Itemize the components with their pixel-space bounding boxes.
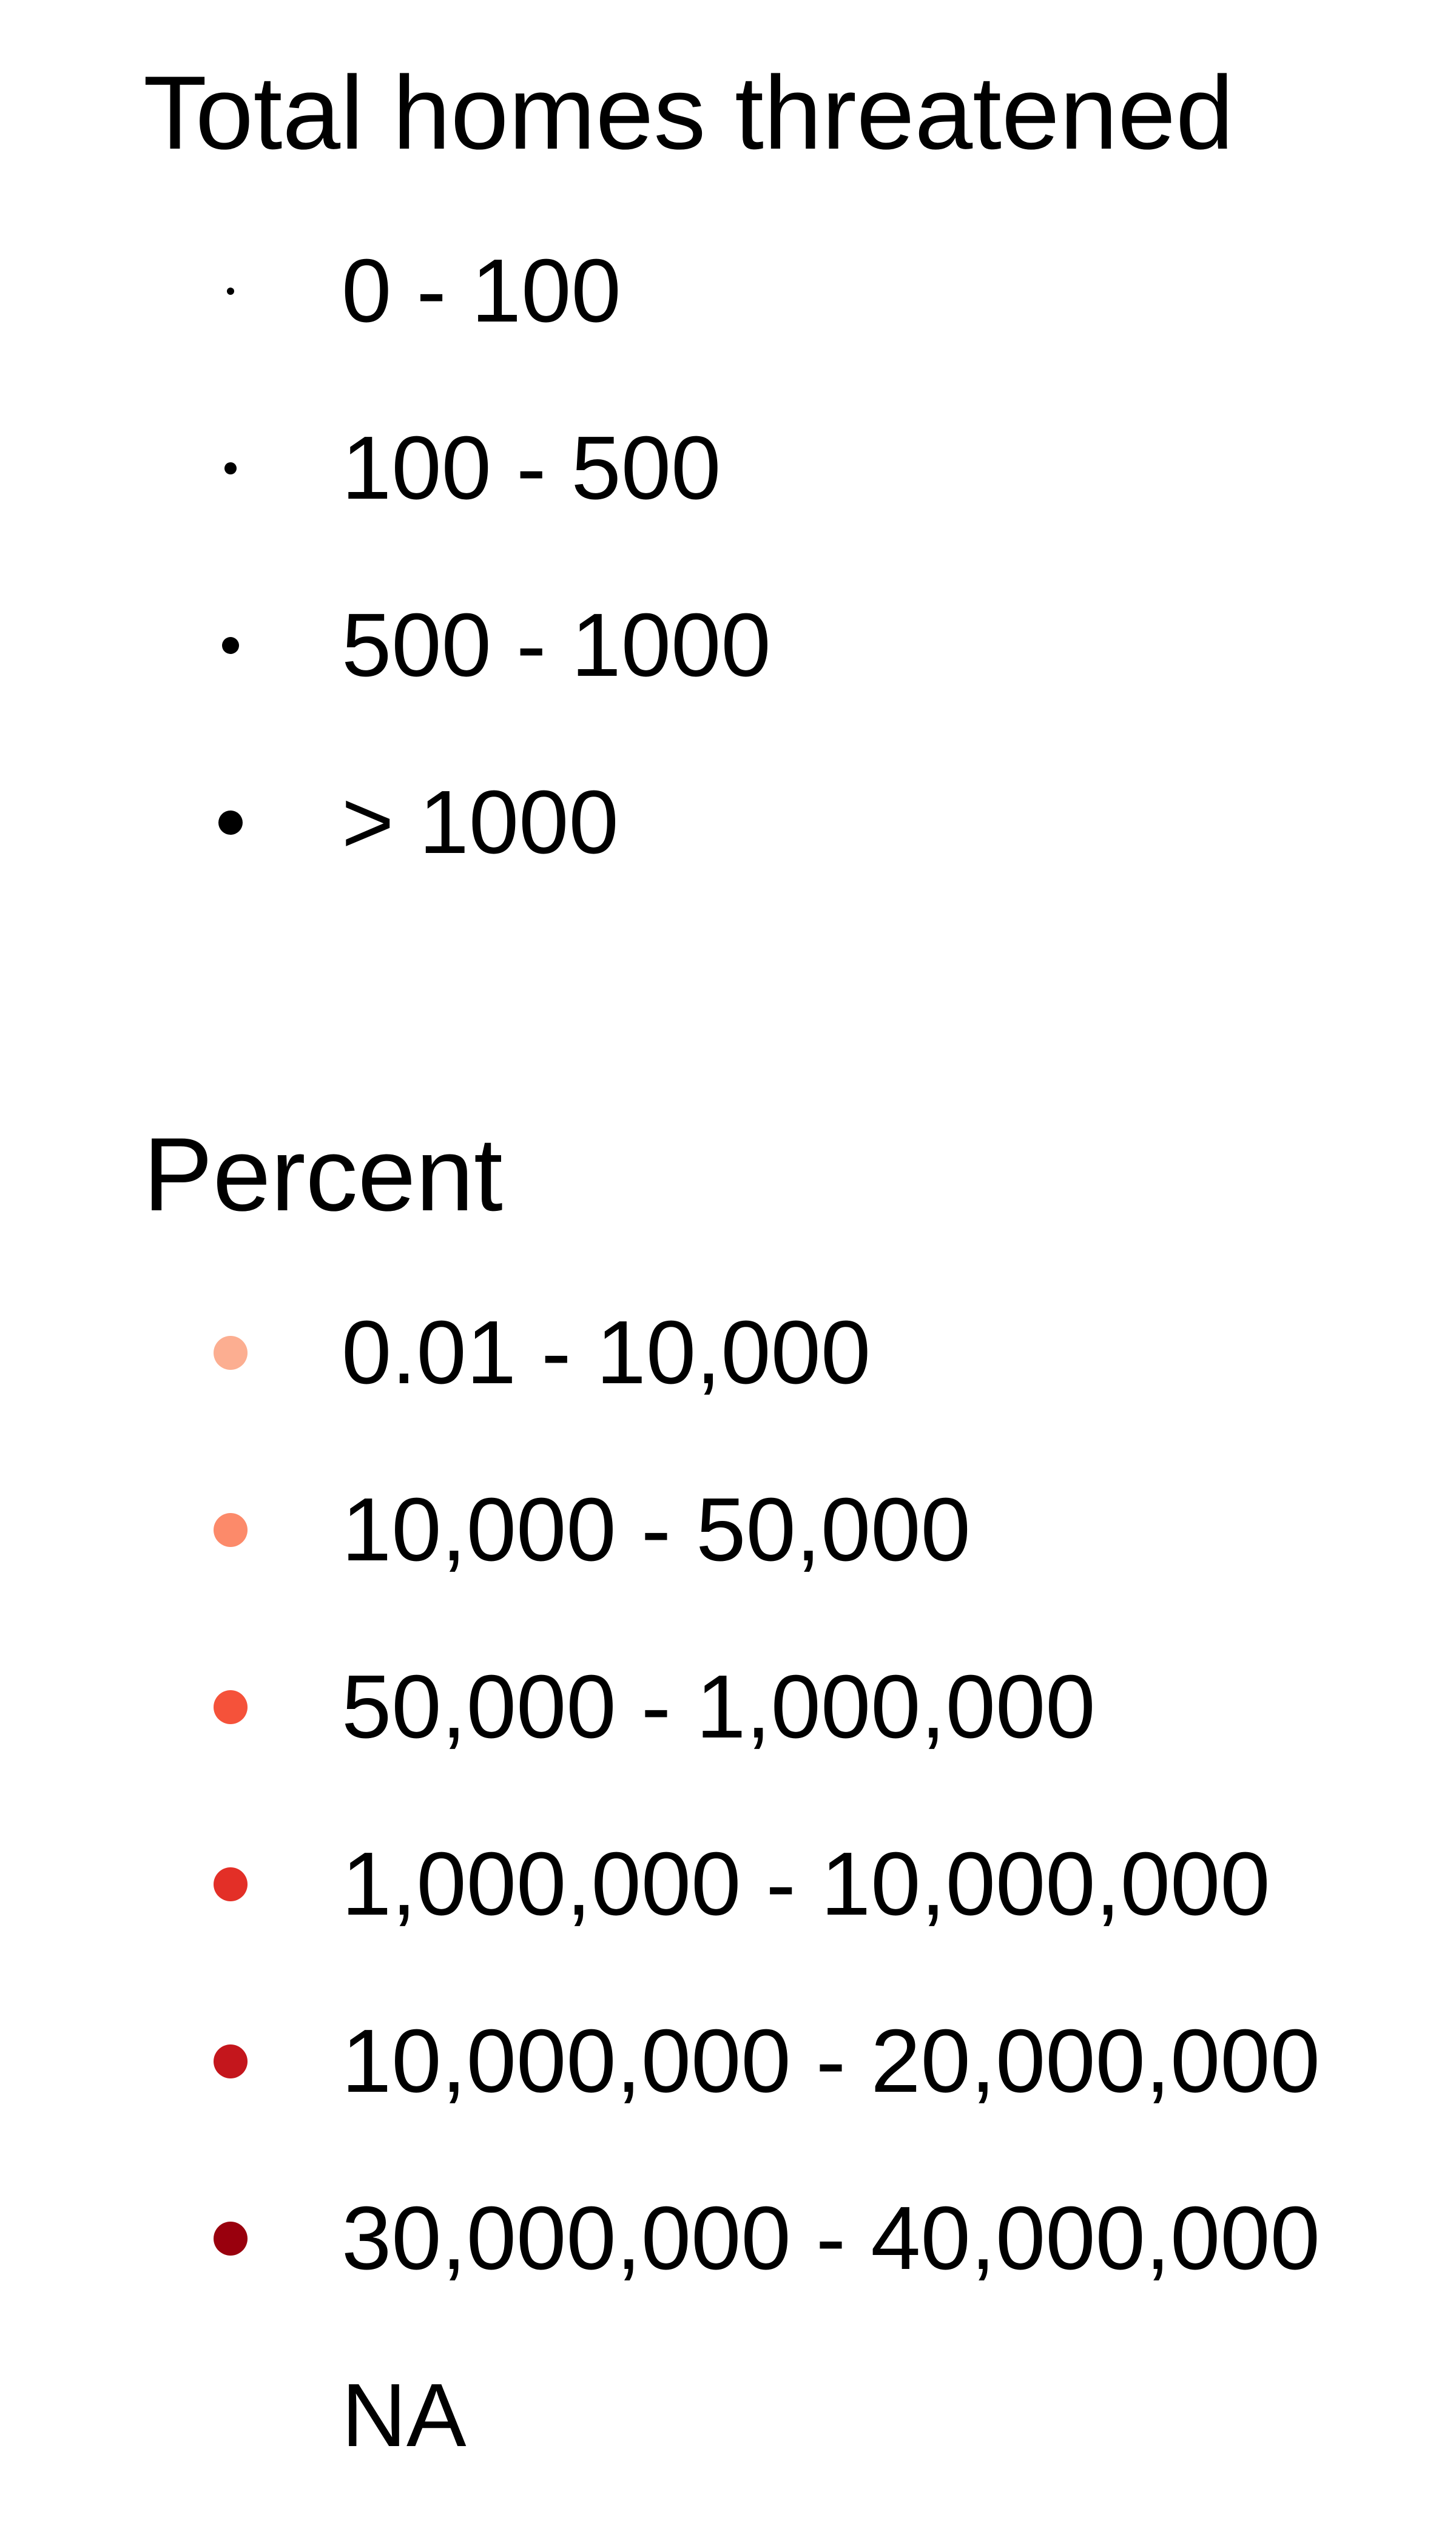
legend-dot <box>214 2044 248 2078</box>
legend-dot <box>222 637 239 654</box>
size-legend-title: Total homes threatened <box>143 55 1234 171</box>
legend-entry: 50,000 - 1,000,000 <box>0 1062 1456 1752</box>
legend-label: 0 - 100 <box>342 241 621 341</box>
legend-entry: > 1000 <box>0 0 1456 868</box>
legend-label: 0.01 - 10,000 <box>342 1303 871 1403</box>
color-legend-title: Percent <box>143 1116 503 1233</box>
legend-label: 10,000,000 - 20,000,000 <box>342 2011 1320 2111</box>
legend-dot <box>214 1513 248 1547</box>
legend-dot <box>214 1336 248 1370</box>
legend-label: 1,000,000 - 10,000,000 <box>342 1834 1270 1934</box>
legend-label: 500 - 1000 <box>342 595 771 695</box>
legend-label: 10,000 - 50,000 <box>342 1480 971 1580</box>
legend-entry: 500 - 1000 <box>0 0 1456 690</box>
legend-entry: 30,000,000 - 40,000,000 <box>0 1062 1456 2283</box>
legend-label: 100 - 500 <box>342 418 721 518</box>
legend-dot <box>214 1690 248 1724</box>
legend-dot <box>224 462 237 474</box>
legend-dot <box>227 288 234 295</box>
legend-dot <box>218 811 243 835</box>
legend-label: > 1000 <box>342 772 619 872</box>
legend-entry: NA <box>0 1062 1456 2461</box>
legend-entry: 0 - 100 <box>0 0 1456 336</box>
legend-entry: 1,000,000 - 10,000,000 <box>0 1062 1456 1929</box>
legend-entry: 10,000,000 - 20,000,000 <box>0 1062 1456 2106</box>
legend-dot <box>214 1867 248 1901</box>
legend-label: 30,000,000 - 40,000,000 <box>342 2188 1320 2288</box>
legend-entry: 10,000 - 50,000 <box>0 1062 1456 1575</box>
legend-label: NA <box>342 2365 467 2465</box>
legend-dot <box>214 2222 248 2256</box>
legend-entry: 0.01 - 10,000 <box>0 1062 1456 1398</box>
legend-label: 50,000 - 1,000,000 <box>342 1657 1096 1757</box>
legend-entry: 100 - 500 <box>0 0 1456 513</box>
